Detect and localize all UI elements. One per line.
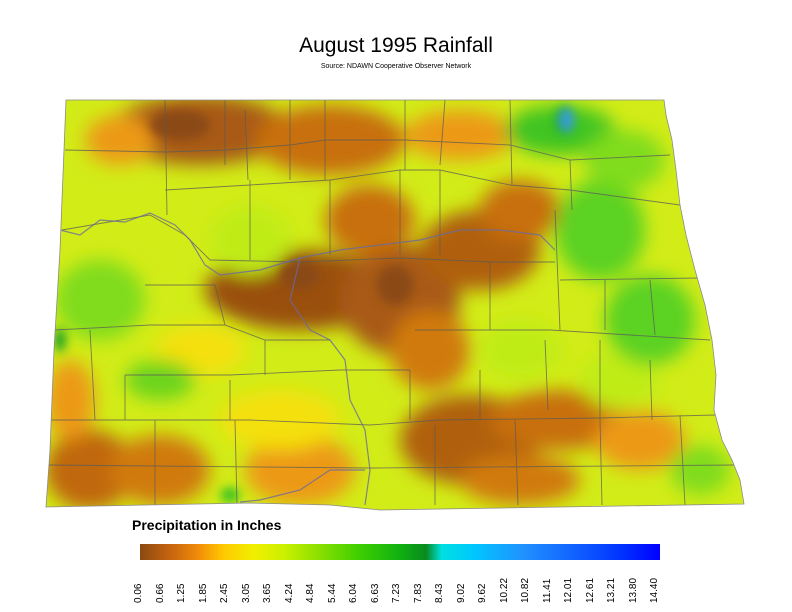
map-subtitle: Source: NDAWN Cooperative Observer Netwo…	[320, 63, 472, 70]
legend-tick-label: 4.84	[305, 583, 317, 603]
legend-tick-label: 4.24	[283, 583, 295, 603]
legend-color-bar	[140, 544, 660, 560]
legend-tick-label: 8.43	[434, 583, 446, 603]
legend-tick-label: 1.25	[176, 583, 188, 603]
county-lines	[46, 100, 736, 506]
legend-tick-label: 9.62	[477, 583, 489, 603]
legend-tick-label: 6.63	[369, 583, 381, 603]
legend-tick-label: 13.80	[627, 577, 639, 603]
legend-tick-label: 12.01	[563, 577, 575, 603]
legend-tick-label: 2.45	[219, 583, 231, 603]
legend-tick-label: 10.22	[498, 577, 510, 603]
legend-tick-label: 7.23	[391, 583, 403, 603]
legend-tick-label: 0.66	[154, 583, 166, 603]
legend-tick-label: 13.21	[606, 577, 618, 603]
state-outline	[45, 99, 745, 511]
legend-tick-label: 1.85	[197, 583, 209, 603]
legend-tick-label: 3.05	[240, 583, 252, 603]
legend-tick-label: 3.65	[262, 583, 274, 603]
river-lines	[59, 212, 556, 506]
legend-tick-label: 11.41	[541, 578, 553, 603]
legend-tick-label: 12.61	[584, 577, 596, 603]
legend-tick-label: 10.82	[520, 577, 532, 603]
legend-tick-label: 5.44	[326, 583, 338, 603]
legend-tick-label: 7.83	[412, 583, 424, 603]
legend-tick-label: 0.06	[133, 583, 144, 603]
map-title: August 1995 Rainfall	[299, 34, 493, 57]
legend-title: Precipitation in Inches	[132, 517, 282, 533]
legend-tick-label: 9.02	[455, 583, 467, 603]
legend-tick-label: 6.04	[348, 583, 360, 603]
legend-tick-label: 14.40	[649, 577, 661, 603]
rainfall-surface	[46, 100, 744, 510]
